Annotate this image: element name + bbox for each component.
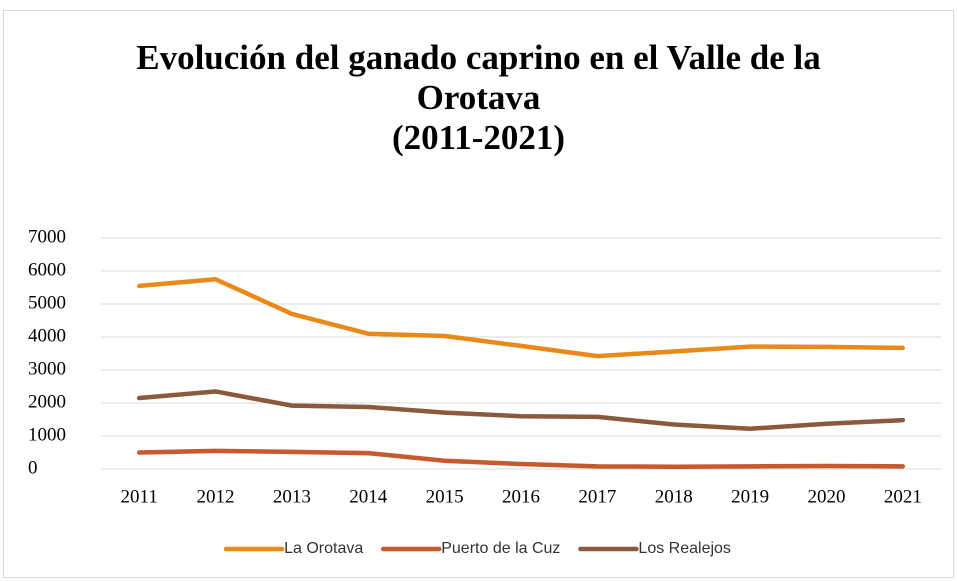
x-tick-label: 2020 [807, 486, 845, 507]
x-tick-label: 2015 [426, 486, 464, 507]
y-tick-label: 1000 [28, 424, 66, 445]
y-tick-label: 6000 [28, 259, 66, 280]
x-tick-label: 2011 [121, 486, 158, 507]
y-tick-label: 2000 [28, 391, 66, 412]
series-line [136, 277, 906, 359]
x-tick-label: 2019 [731, 486, 769, 507]
legend-label: Los Realejos [638, 540, 731, 557]
x-tick-label: 2018 [655, 486, 693, 507]
x-tick-label: 2013 [273, 486, 311, 507]
chart-border [3, 10, 954, 578]
y-tick-label: 3000 [28, 358, 66, 379]
y-tick-label: 4000 [28, 325, 66, 346]
chart-title: Evolución del ganado caprino en el Valle… [136, 38, 821, 117]
x-tick-label: 2016 [502, 486, 540, 507]
x-tick-label: 2014 [349, 486, 388, 507]
y-tick-label: 0 [28, 457, 38, 478]
legend-label: Puerto de la Cuz [441, 540, 560, 557]
chart-subtitle: (2011-2021) [391, 118, 566, 157]
x-tick-label: 2021 [884, 486, 922, 507]
x-tick-label: 2017 [578, 486, 616, 507]
series-line [136, 389, 906, 431]
legend-label: La Orotava [284, 540, 363, 557]
series-line [136, 448, 906, 469]
title-block: Evolución del ganado caprino en el Valle… [80, 38, 877, 158]
y-tick-label: 7000 [28, 226, 66, 247]
x-tick-label: 2012 [197, 486, 235, 507]
y-tick-label: 5000 [28, 292, 66, 313]
